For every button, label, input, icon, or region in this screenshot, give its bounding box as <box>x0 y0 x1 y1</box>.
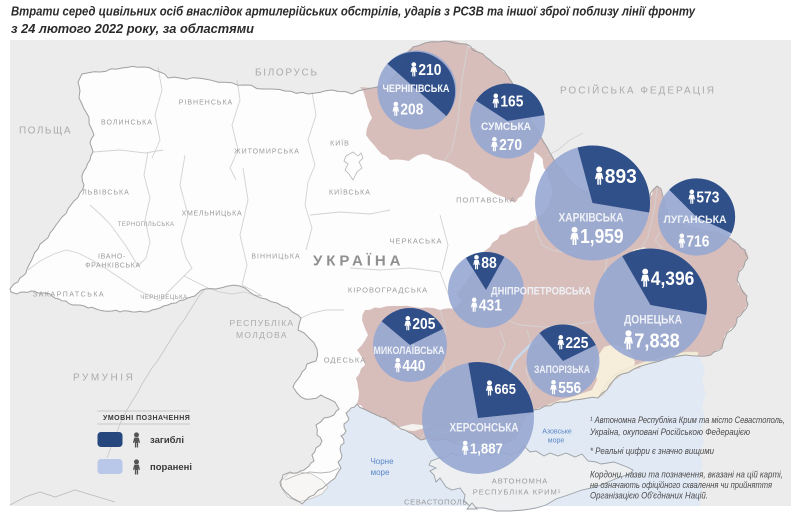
svg-text:РЕСПУБЛІКА КРИМ¹: РЕСПУБЛІКА КРИМ¹ <box>473 488 561 497</box>
svg-text:ПОЛТАВСЬКА: ПОЛТАВСЬКА <box>456 196 516 205</box>
svg-text:210: 210 <box>418 62 441 79</box>
svg-text:Україна, окуповані Російською: Україна, окуповані Російською Федерацією <box>589 427 750 437</box>
svg-text:165: 165 <box>500 93 523 110</box>
svg-text:Чорне: Чорне <box>370 457 394 466</box>
svg-text:665: 665 <box>494 381 516 398</box>
svg-text:573: 573 <box>696 189 719 206</box>
svg-text:море: море <box>548 438 565 445</box>
svg-text:893: 893 <box>605 166 637 188</box>
svg-text:270: 270 <box>499 137 522 154</box>
svg-text:РОСІЙСЬКА ФЕДЕРАЦІЯ: РОСІЙСЬКА ФЕДЕРАЦІЯ <box>560 84 716 97</box>
svg-text:море: море <box>371 468 390 477</box>
svg-text:440: 440 <box>402 358 425 375</box>
svg-text:556: 556 <box>558 380 581 397</box>
svg-text:ЖИТОМИРСЬКА: ЖИТОМИРСЬКА <box>234 149 300 156</box>
svg-text:ЛУГАНСЬКА: ЛУГАНСЬКА <box>664 214 727 226</box>
svg-text:СУМСЬКА: СУМСЬКА <box>481 121 531 133</box>
svg-text:ЧЕРКАСЬКА: ЧЕРКАСЬКА <box>390 237 443 246</box>
svg-text:Азовське: Азовське <box>542 429 572 436</box>
svg-text:ХЕРСОНСЬКА: ХЕРСОНСЬКА <box>450 420 519 434</box>
svg-text:не означають офіційного схвале: не означають офіційного схвалення чи при… <box>590 480 772 490</box>
svg-text:РЕСПУБЛІКА: РЕСПУБЛІКА <box>230 318 295 328</box>
svg-text:ПОЛЬЩА: ПОЛЬЩА <box>19 126 73 137</box>
svg-text:88: 88 <box>481 255 497 272</box>
svg-text:ВІННИЦЬКА: ВІННИЦЬКА <box>251 254 300 261</box>
svg-text:ХМЕЛЬНИЦЬКА: ХМЕЛЬНИЦЬКА <box>182 211 243 218</box>
svg-text:Втрати серед цивільних осіб вн: Втрати серед цивільних осіб внаслідок ар… <box>11 5 696 19</box>
svg-text:208: 208 <box>400 102 423 119</box>
svg-text:431: 431 <box>479 297 502 314</box>
svg-text:¹ Автономна Республіка Крим та: ¹ Автономна Республіка Крим та місто Сев… <box>590 415 785 425</box>
svg-text:ЗАКАРПАТСЬКА: ЗАКАРПАТСЬКА <box>33 292 105 299</box>
svg-text:ІВАНО-: ІВАНО- <box>98 254 126 261</box>
svg-text:ЧЕРНІВЕЦЬКА: ЧЕРНІВЕЦЬКА <box>140 295 187 301</box>
svg-text:* Реальні цифри є значно вищим: * Реальні цифри є значно вищими <box>590 446 714 456</box>
svg-text:з 24 лютого 2022 року, за обла: з 24 лютого 2022 року, за областями <box>11 22 254 36</box>
svg-text:КІРОВОГРАДСЬКА: КІРОВОГРАДСЬКА <box>348 286 428 295</box>
svg-text:ФРАНКІВСЬКА: ФРАНКІВСЬКА <box>85 263 141 270</box>
svg-text:МИКОЛАЇВСЬКА: МИКОЛАЇВСЬКА <box>374 344 445 357</box>
svg-text:716: 716 <box>686 233 709 250</box>
svg-text:ДНІПРОПЕТРОВСЬКА: ДНІПРОПЕТРОВСЬКА <box>491 286 591 298</box>
svg-text:Організацією Об'єднаних Націй.: Організацією Об'єднаних Націй. <box>590 491 708 501</box>
svg-text:Кордони, назви та позначення,: Кордони, назви та позначення, вказані на… <box>590 470 783 480</box>
svg-text:4,396: 4,396 <box>651 268 695 290</box>
svg-text:поранені: поранені <box>150 462 192 473</box>
svg-text:БІЛОРУСЬ: БІЛОРУСЬ <box>255 68 319 79</box>
svg-text:ТЕРНОПІЛЬСЬКА: ТЕРНОПІЛЬСЬКА <box>118 222 175 228</box>
svg-text:АВТОНОМНА: АВТОНОМНА <box>492 477 549 486</box>
svg-text:РУМУНІЯ: РУМУНІЯ <box>73 373 135 384</box>
svg-text:1,887: 1,887 <box>470 441 503 458</box>
svg-text:УКРАЇНА: УКРАЇНА <box>313 252 405 269</box>
svg-text:1,959: 1,959 <box>580 226 624 248</box>
svg-text:ВОЛИНСЬКА: ВОЛИНСЬКА <box>101 120 153 127</box>
svg-text:ЛЬВІВСЬКА: ЛЬВІВСЬКА <box>82 190 130 197</box>
svg-text:РІВНЕНСЬКА: РІВНЕНСЬКА <box>179 100 233 107</box>
svg-text:ДОНЕЦЬКА: ДОНЕЦЬКА <box>624 312 682 326</box>
svg-text:ХАРКІВСЬКА: ХАРКІВСЬКА <box>559 210 624 224</box>
svg-text:ОДЕСЬКА: ОДЕСЬКА <box>324 356 366 365</box>
svg-text:МОЛДОВА: МОЛДОВА <box>236 330 288 340</box>
svg-text:КИЇВСЬКА: КИЇВСЬКА <box>329 189 371 197</box>
svg-text:УМОВНІ ПОЗНАЧЕННЯ: УМОВНІ ПОЗНАЧЕННЯ <box>103 415 190 422</box>
svg-text:СЕВАСТОПОЛЬ: СЕВАСТОПОЛЬ <box>404 498 468 507</box>
svg-text:загиблі: загиблі <box>150 435 184 446</box>
svg-text:7,838: 7,838 <box>634 331 680 353</box>
svg-text:ЗАПОРІЗЬКА: ЗАПОРІЗЬКА <box>534 364 590 376</box>
svg-text:225: 225 <box>565 335 588 352</box>
svg-text:КИЇВ: КИЇВ <box>330 140 350 148</box>
svg-text:205: 205 <box>412 316 435 333</box>
svg-text:ЧЕРНІГІВСЬКА: ЧЕРНІГІВСЬКА <box>383 83 450 95</box>
